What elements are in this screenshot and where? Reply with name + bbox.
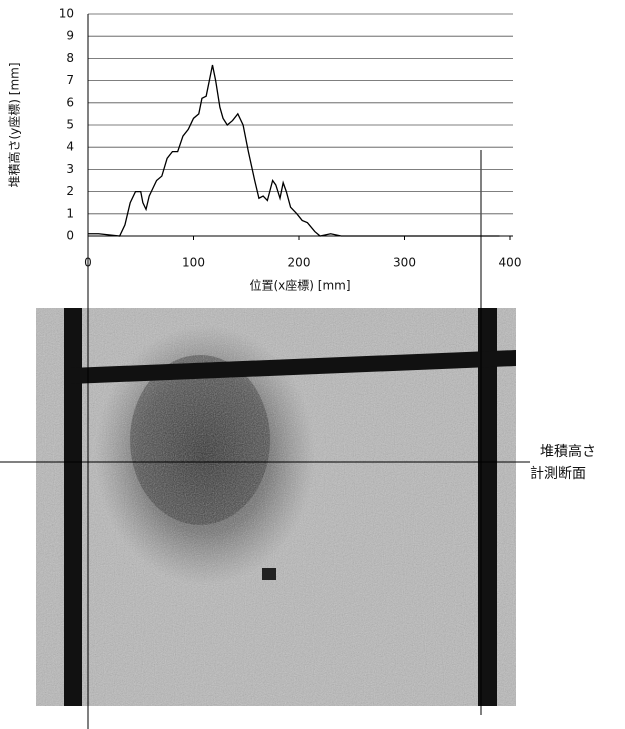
y-tick-label: 3 xyxy=(66,162,74,176)
y-tick-label: 9 xyxy=(66,29,74,43)
x-tick-label: 400 xyxy=(499,256,522,270)
y-tick-label: 0 xyxy=(66,229,74,243)
x-tick-label: 200 xyxy=(288,256,311,270)
y-tick-label: 2 xyxy=(66,184,74,198)
y-tick-label: 7 xyxy=(66,73,74,87)
y-tick-label: 10 xyxy=(59,7,74,21)
x-tick-label: 100 xyxy=(182,256,205,270)
y-axis-label: 堆積高さ(y座標) [mm] xyxy=(7,62,22,187)
y-tick-label: 6 xyxy=(66,95,74,109)
y-tick-label: 8 xyxy=(66,51,74,65)
x-axis-label: 位置(x座標) [mm] xyxy=(249,278,350,293)
y-tick-label: 1 xyxy=(66,206,74,220)
y-tick-label: 5 xyxy=(66,118,74,132)
annotation: 計測断面 xyxy=(530,466,586,482)
figure: 堆積高さ 計測断面 位置(x座標) [mm] 堆積高さ(y座標) [mm] 0 1… xyxy=(0,0,625,729)
x-tick-label: 300 xyxy=(393,256,416,270)
x-tick-label: 0 xyxy=(84,256,92,270)
series-line xyxy=(88,65,499,236)
annotation: 堆積高さ xyxy=(540,443,596,460)
y-tick-label: 4 xyxy=(66,140,74,154)
photo xyxy=(36,308,516,706)
